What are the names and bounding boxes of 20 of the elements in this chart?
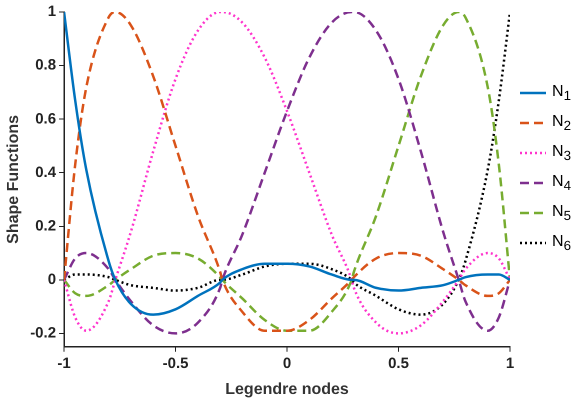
legend-label: N$_{3}$ [552, 142, 571, 164]
x-tick-label: -0.5 [162, 354, 188, 372]
x-tick-label: 1 [506, 354, 514, 372]
legend-label: N$_{6}$ [552, 232, 571, 254]
y-axis-title: Shape Functions [5, 114, 22, 244]
x-tick-label: 0.5 [388, 354, 409, 372]
y-tick-label: 0.6 [35, 110, 56, 128]
y-tick-label: 0 [48, 270, 56, 288]
legend-label: N$_{1}$ [552, 82, 571, 104]
x-axis-title: Legendre nodes [225, 380, 349, 398]
y-tick-label: 0.2 [35, 217, 56, 234]
x-tick-label: -1 [57, 354, 71, 372]
y-tick-label: 0.4 [35, 164, 57, 181]
legend-label: N$_{2}$ [552, 112, 571, 134]
legend-label: N$_{5}$ [552, 202, 571, 224]
y-tick-label: 0.8 [35, 56, 56, 74]
y-tick-label: 1 [48, 3, 56, 20]
x-tick-label: 0 [282, 354, 292, 372]
y-tick-label: -0.2 [30, 324, 56, 342]
legend-label: N$_{4}$ [552, 172, 571, 194]
